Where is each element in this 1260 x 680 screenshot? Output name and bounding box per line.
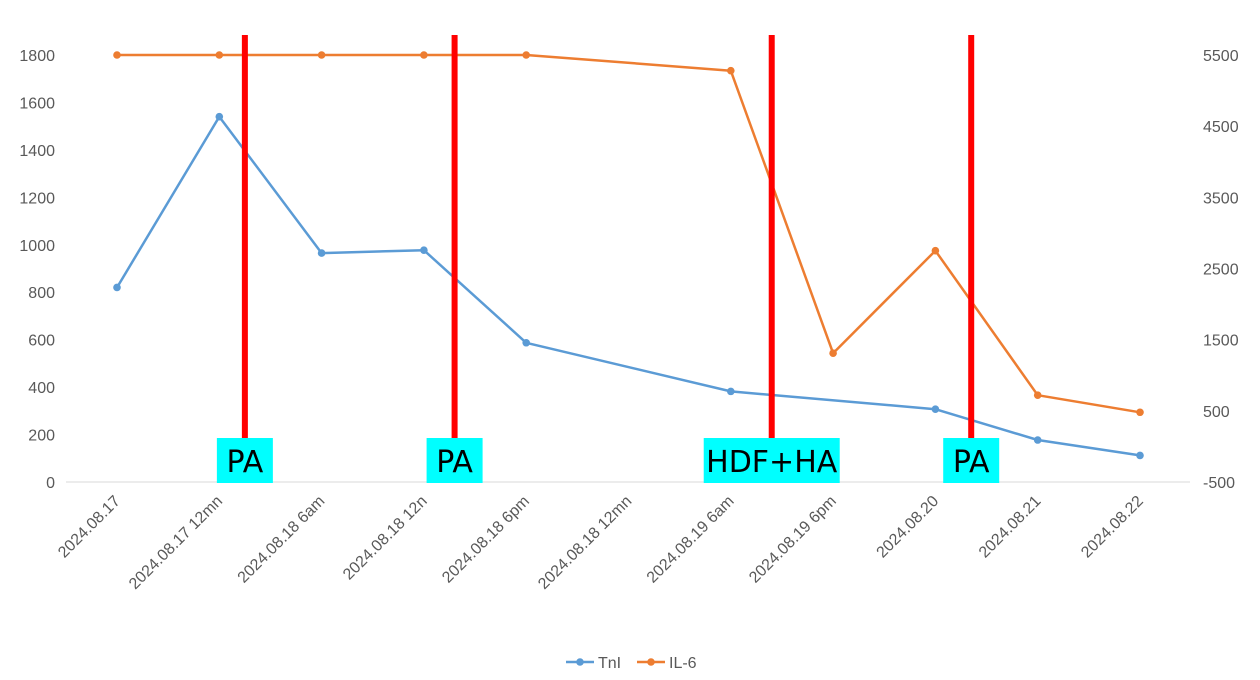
left-tick-label: 400 [28, 380, 55, 397]
legend-item-tni: TnI [566, 655, 621, 672]
data-point-il-6 [113, 51, 121, 59]
data-point-tni [931, 405, 940, 413]
left-tick-label: 1400 [19, 143, 55, 160]
data-point-tni [1033, 436, 1042, 444]
x-tick-label: 2024.08.21 [976, 493, 1045, 562]
right-tick-label: 2500 [1203, 262, 1239, 279]
data-point-il-6 [1136, 408, 1144, 417]
data-point-il-6 [931, 246, 940, 255]
annotation-box [943, 438, 1000, 483]
legend-swatch-marker [576, 658, 584, 666]
legend-label: IL-6 [669, 655, 697, 672]
x-axis-ticks: 2024.08.17 2024.08.17 12mn 2024.08.18 6am 2… [55, 493, 1147, 593]
series-layer [113, 51, 1144, 460]
x-tick-label: 2024.08.20 [874, 493, 943, 562]
legend-swatch-marker [647, 658, 655, 666]
annotation-marker: PA [216, 35, 273, 483]
x-tick-label: 2024.08.19 6am [644, 493, 738, 587]
left-tick-label: 600 [28, 333, 55, 350]
x-tick-label: 2024.08.19 6pm [746, 493, 840, 587]
annotation-layer: PA PA HDF+HA PA [216, 35, 1000, 483]
x-tick-label: 2024.08.18 12mn [535, 493, 635, 593]
right-tick-label: -500 [1203, 475, 1235, 492]
left-tick-label: 1000 [19, 238, 55, 255]
data-point-il-6 [522, 51, 530, 59]
right-tick-label: 5500 [1203, 48, 1239, 65]
data-point-tni [522, 338, 530, 347]
left-tick-label: 1600 [19, 95, 55, 112]
right-tick-label: 1500 [1203, 333, 1239, 350]
legend-label: TnI [598, 655, 621, 672]
left-tick-label: 200 [28, 428, 55, 445]
annotation-box [216, 438, 273, 483]
annotation-label: PA [953, 445, 990, 480]
data-point-tni [317, 249, 326, 257]
data-point-tni [727, 387, 735, 396]
series-line-il-6 [117, 53, 1141, 414]
annotation-label: HDF+HA [706, 445, 838, 480]
data-point-tni [215, 112, 224, 121]
left-tick-label: 1200 [19, 190, 55, 207]
data-point-tni [420, 246, 428, 255]
data-point-tni [1136, 451, 1144, 460]
annotation-label: PA [436, 445, 473, 480]
x-tick-label: 2024.08.17 12mn [126, 493, 226, 593]
annotation-box [703, 438, 840, 483]
x-tick-label: 2024.08.18 6pm [439, 493, 533, 587]
left-axis-ticks: 0 200 400 600 800 1000 1200 1400 1600 1800 [19, 48, 55, 492]
data-point-tni [113, 283, 121, 292]
annotation-marker: HDF+HA [703, 35, 840, 483]
legend-item-il-6: IL-6 [637, 655, 697, 672]
right-axis-ticks: -500 500 1500 2500 3500 4500 5500 [1203, 48, 1239, 492]
data-point-il-6 [829, 349, 837, 357]
annotation-label: PA [227, 445, 264, 480]
x-tick-label: 2024.08.22 [1078, 493, 1147, 562]
x-tick-label: 2024.08.18 6am [235, 493, 329, 587]
annotation-marker: PA [426, 35, 483, 483]
x-tick-label: 2024.08.17 [55, 493, 124, 562]
data-point-il-6 [215, 51, 224, 59]
left-tick-label: 800 [28, 285, 55, 302]
data-point-il-6 [420, 51, 428, 59]
right-tick-label: 3500 [1203, 190, 1239, 207]
annotation-box [426, 438, 483, 483]
annotation-marker: PA [943, 35, 1000, 483]
right-tick-label: 500 [1203, 404, 1230, 421]
left-tick-label: 0 [46, 475, 55, 492]
legend: TnI IL-6 [566, 655, 697, 672]
left-tick-label: 1800 [19, 48, 55, 65]
series-line-tni [115, 115, 1141, 457]
data-point-il-6 [1033, 391, 1042, 399]
data-point-il-6 [317, 51, 326, 59]
data-point-il-6 [727, 66, 735, 75]
right-tick-label: 4500 [1203, 119, 1239, 136]
x-tick-label: 2024.08.18 12n [340, 493, 431, 584]
